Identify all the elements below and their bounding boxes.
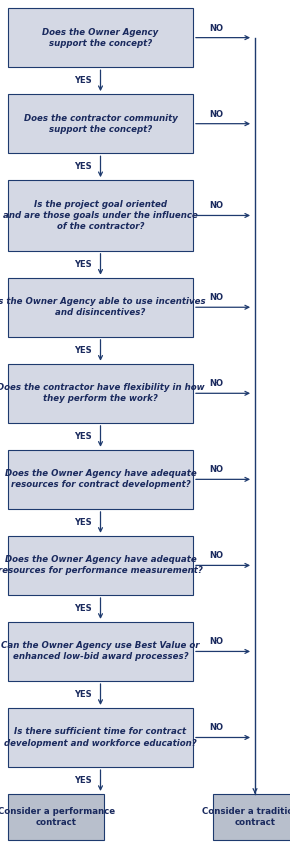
FancyBboxPatch shape (8, 708, 193, 767)
Text: YES: YES (74, 76, 91, 85)
FancyBboxPatch shape (8, 277, 193, 337)
Text: NO: NO (209, 551, 223, 560)
FancyBboxPatch shape (213, 794, 290, 840)
Text: YES: YES (74, 259, 91, 269)
Text: YES: YES (74, 690, 91, 699)
FancyBboxPatch shape (8, 794, 104, 840)
Text: Does the contractor community
support the concept?: Does the contractor community support th… (23, 113, 177, 134)
Text: Is there sufficient time for contract
development and workforce education?: Is there sufficient time for contract de… (4, 728, 197, 747)
FancyBboxPatch shape (8, 94, 193, 153)
Text: Is the project goal oriented
and are those goals under the influence
of the cont: Is the project goal oriented and are tho… (3, 200, 198, 231)
FancyBboxPatch shape (8, 180, 193, 251)
FancyBboxPatch shape (8, 536, 193, 595)
FancyBboxPatch shape (8, 622, 193, 681)
Text: NO: NO (209, 293, 223, 302)
Text: NO: NO (209, 24, 223, 33)
Text: NO: NO (209, 202, 223, 210)
FancyBboxPatch shape (8, 450, 193, 509)
Text: Does the contractor have flexibility in how
they perform the work?: Does the contractor have flexibility in … (0, 383, 204, 404)
Text: Can the Owner Agency use Best Value or
enhanced low-bid award processes?: Can the Owner Agency use Best Value or e… (1, 642, 200, 661)
Text: YES: YES (74, 432, 91, 441)
Text: NO: NO (209, 380, 223, 388)
Text: NO: NO (209, 466, 223, 474)
Text: NO: NO (209, 110, 223, 119)
Text: YES: YES (74, 776, 91, 785)
Text: Does the Owner Agency
support the concept?: Does the Owner Agency support the concep… (42, 27, 159, 48)
Text: Does the Owner Agency have adequate
resources for contract development?: Does the Owner Agency have adequate reso… (5, 469, 196, 490)
FancyBboxPatch shape (8, 8, 193, 67)
Text: YES: YES (74, 346, 91, 355)
Text: Is the Owner Agency able to use incentives
and disincentives?: Is the Owner Agency able to use incentiv… (0, 297, 206, 317)
Text: NO: NO (209, 723, 223, 733)
Text: Does the Owner Agency have adequate
resources for performance measurement?: Does the Owner Agency have adequate reso… (0, 556, 203, 576)
Text: YES: YES (74, 518, 91, 527)
Text: YES: YES (74, 162, 91, 171)
Text: Consider a traditional
contract: Consider a traditional contract (202, 807, 290, 827)
Text: YES: YES (74, 604, 91, 613)
Text: Consider a performance
contract: Consider a performance contract (0, 807, 115, 827)
FancyBboxPatch shape (8, 363, 193, 423)
Text: NO: NO (209, 637, 223, 647)
